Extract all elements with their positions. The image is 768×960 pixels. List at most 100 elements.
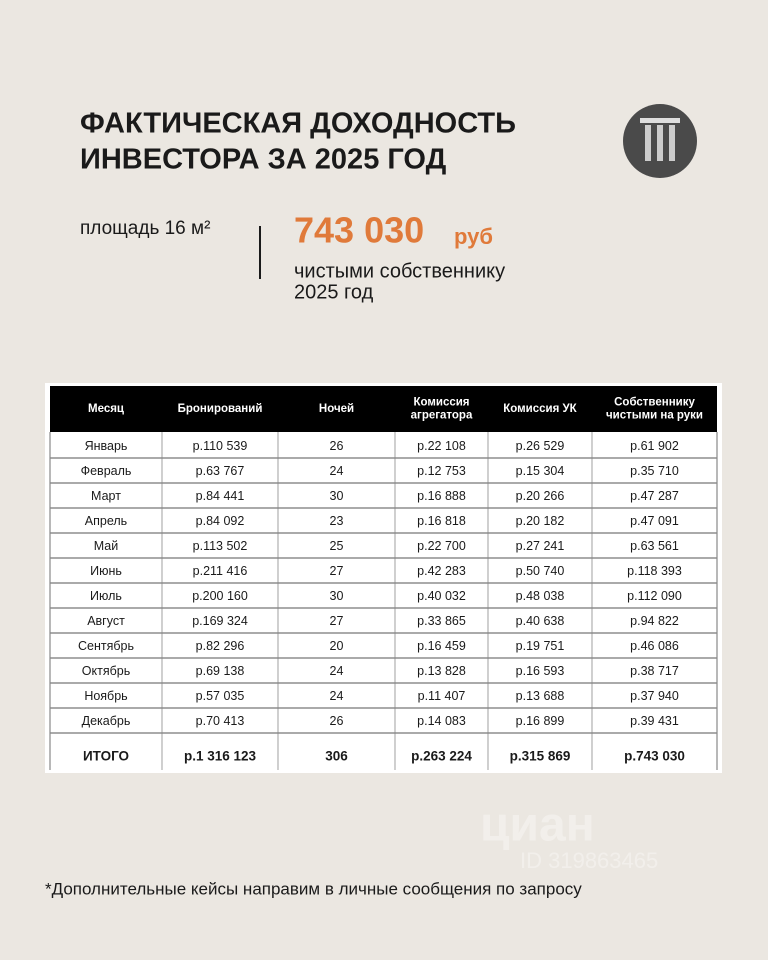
caption: 2025 год (294, 281, 374, 303)
cell: р.46 086 (630, 639, 679, 653)
header-cell: Месяц (88, 403, 124, 415)
total-cell: 306 (325, 749, 348, 764)
cell: р.13 828 (417, 664, 466, 678)
header-cell: Бронирований (178, 403, 263, 415)
cell: р.50 740 (516, 564, 565, 578)
cell: р.47 287 (630, 489, 679, 503)
area: площадь 16 м² (80, 218, 210, 239)
header-cell: агрегатора (411, 410, 473, 422)
cell: 30 (330, 489, 344, 503)
cell: р.113 502 (193, 539, 248, 553)
logo (623, 104, 697, 178)
cell: р.27 241 (516, 539, 565, 553)
cell: р.61 902 (630, 439, 679, 453)
cell: 30 (330, 589, 344, 603)
cell: 23 (330, 514, 344, 528)
total-cell: р.315 869 (510, 749, 571, 764)
cell: р.42 283 (417, 564, 466, 578)
cell: р.110 539 (193, 439, 248, 453)
cell: р.20 182 (516, 514, 565, 528)
cell: р.20 266 (516, 489, 565, 503)
currency: руб (454, 224, 493, 249)
cell: 20 (330, 639, 344, 653)
cell: Апрель (85, 514, 127, 528)
cell: 24 (330, 464, 344, 478)
cell: р.16 888 (417, 489, 466, 503)
cell: 27 (330, 564, 344, 578)
cell: 27 (330, 614, 344, 628)
cell: Ноябрь (84, 689, 127, 703)
cell: р.211 416 (193, 564, 248, 578)
cell: р.47 091 (630, 514, 679, 528)
cell: Июль (90, 589, 122, 603)
cell: р.11 407 (418, 689, 466, 703)
cell: 24 (330, 664, 344, 678)
cell: Февраль (81, 464, 132, 478)
cell: Август (87, 614, 125, 628)
total-cell: р.743 030 (624, 749, 685, 764)
header-cell: Комиссия УК (503, 403, 577, 415)
header-cell: Ночей (319, 403, 354, 415)
cell: р.22 108 (417, 439, 466, 453)
cell: Декабрь (82, 714, 131, 728)
total-cell: ИТОГО (83, 749, 129, 764)
cell: р.40 638 (516, 614, 565, 628)
cell: р.82 296 (196, 639, 245, 653)
cell: р.94 822 (630, 614, 679, 628)
cell: р.70 413 (196, 714, 245, 728)
cell: р.33 865 (417, 614, 466, 628)
cell: р.22 700 (417, 539, 466, 553)
watermark: циан (480, 799, 595, 852)
cell: р.15 304 (516, 464, 565, 478)
cell: р.200 160 (192, 589, 248, 603)
cell: Март (91, 489, 121, 503)
cell: р.35 710 (630, 464, 679, 478)
cell: р.48 038 (516, 589, 565, 603)
table-header (50, 386, 717, 432)
cell: р.169 324 (192, 614, 248, 628)
cell: р.63 561 (630, 539, 679, 553)
cell: р.69 138 (196, 664, 245, 678)
cell: р.16 899 (516, 714, 565, 728)
header-cell: Собственнику (614, 397, 695, 409)
cell: р.26 529 (516, 439, 565, 453)
cell: р.16 459 (417, 639, 466, 653)
cell: р.112 090 (627, 589, 682, 603)
header-cell: Комиссия (413, 397, 469, 409)
title-line: ФАКТИЧЕСКАЯ ДОХОДНОСТЬ (80, 108, 516, 140)
cell: р.40 032 (417, 589, 466, 603)
cell: Июнь (90, 564, 122, 578)
cell: 26 (330, 714, 344, 728)
cell: р.38 717 (630, 664, 679, 678)
total-cell: р.1 316 123 (184, 749, 257, 764)
total-cell: р.263 224 (411, 749, 472, 764)
table-card (45, 383, 722, 773)
cell: 26 (330, 439, 344, 453)
cell: 24 (330, 689, 344, 703)
cell: р.118 393 (627, 564, 682, 578)
cell: р.63 767 (196, 464, 245, 478)
cell: р.12 753 (417, 464, 466, 478)
cell: р.39 431 (630, 714, 679, 728)
cell: р.84 441 (196, 489, 245, 503)
caption: чистыми собственнику (294, 260, 505, 282)
title-line: ИНВЕСТОРА ЗА 2025 ГОД (80, 144, 447, 176)
cell: р.84 092 (196, 514, 245, 528)
cell: р.13 688 (516, 689, 565, 703)
footnote: *Дополнительные кейсы направим в личные … (45, 879, 582, 898)
cell: Сентябрь (78, 639, 134, 653)
watermark-id: ID 319863465 (520, 848, 658, 873)
table: Месяц Бронирований Ночей Комиссияагрегатора… (49, 397, 718, 770)
cell: р.16 593 (516, 664, 565, 678)
cell: р.16 818 (417, 514, 466, 528)
cell: Январь (85, 439, 128, 453)
cell: р.57 035 (196, 689, 245, 703)
cell: р.37 940 (630, 689, 679, 703)
cell: р.19 751 (516, 639, 565, 653)
cell: Май (94, 539, 119, 553)
cell: Октябрь (82, 664, 130, 678)
cell: р.14 083 (417, 714, 466, 728)
cell: 25 (330, 539, 344, 553)
header-cell: чистыми на руки (606, 410, 703, 422)
